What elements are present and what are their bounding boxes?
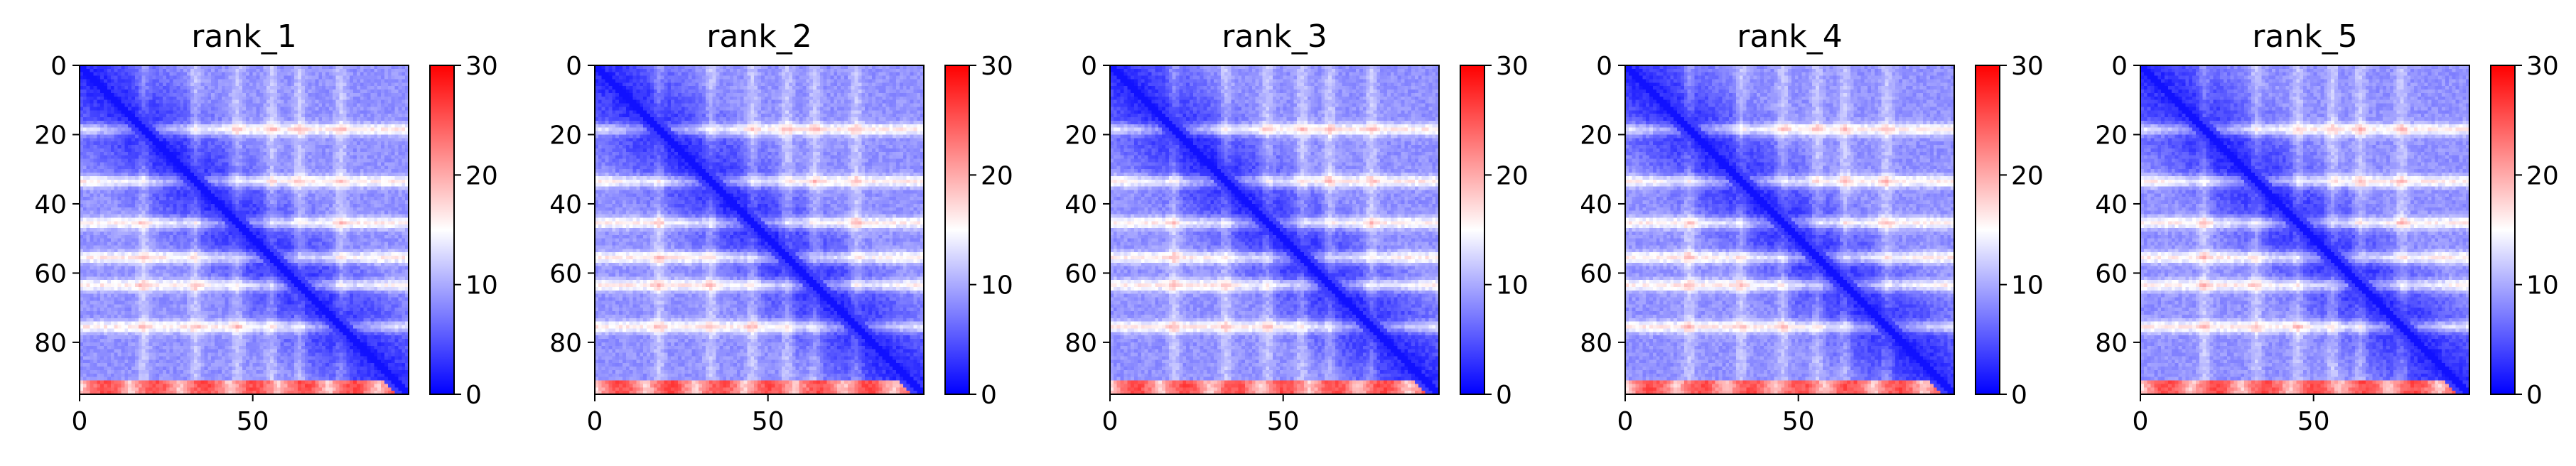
y-tick-label: 60 [1065,259,1097,288]
y-tick-label: 20 [1580,121,1612,150]
y-tick-label: 40 [2095,190,2128,220]
y-tick-label: 40 [1580,190,1612,220]
y-tick-label: 0 [1596,52,1612,81]
colorbar-tick-label: 0 [981,381,997,410]
y-tick-label: 20 [2095,121,2128,150]
colorbar-tick-label: 30 [981,52,1013,81]
heatmap-chart-4: rank_4 0 50 0 20 40 60 80 0 10 20 30 [1580,18,2044,436]
heatmap-panel-1: rank_1 0 50 0 20 40 60 80 0 10 20 30 [0,0,515,466]
heatmap-chart-3: rank_3 0 50 0 20 40 60 80 0 10 20 30 [1065,18,1529,436]
colorbar-tick-label: 30 [465,52,498,81]
x-tick-label: 50 [237,407,269,436]
colorbar-tick-label: 20 [981,161,1013,190]
colorbar [1460,65,1485,395]
x-tick-label: 50 [2297,407,2330,436]
colorbar-tick-label: 0 [2011,381,2027,410]
colorbar [429,65,455,395]
colorbar-tick-label: 20 [465,161,498,190]
colorbar-tick-label: 30 [1496,52,1529,81]
colorbar-tick-label: 30 [2526,52,2559,81]
y-tick-label: 0 [50,52,67,81]
colorbar-tick-label: 20 [2526,161,2559,190]
chart-title: rank_1 [191,18,296,55]
heatmap-image [1625,65,1954,394]
colorbar-tick-label: 10 [2526,271,2559,300]
y-tick-label: 0 [566,52,582,81]
chart-title: rank_3 [1222,18,1327,55]
x-tick-label: 0 [72,407,88,436]
heatmap-image [80,65,409,394]
x-tick-label: 0 [1102,407,1119,436]
y-tick-label: 60 [34,259,67,288]
x-tick-label: 50 [752,407,785,436]
heatmap-image [2140,65,2469,394]
colorbar-tick-label: 0 [1496,381,1512,410]
heatmap-chart-1: rank_1 0 50 0 20 40 60 80 0 10 20 30 [34,18,498,436]
y-tick-label: 0 [1081,52,1097,81]
heatmap-frame [1624,65,1955,395]
x-tick-label: 0 [587,407,603,436]
y-tick-label: 80 [1065,329,1097,358]
colorbar-tick-label: 10 [465,271,498,300]
colorbar-tick-label: 0 [465,381,482,410]
x-tick-label: 0 [2133,407,2149,436]
heatmap-image [1110,65,1439,394]
colorbar-tick-label: 10 [981,271,1013,300]
colorbar-tick-label: 20 [2011,161,2044,190]
colorbar [1975,65,2000,395]
colorbar-tick-label: 0 [2526,381,2543,410]
y-tick-label: 40 [1065,190,1097,220]
y-tick-label: 40 [549,190,582,220]
x-tick-label: 0 [1617,407,1634,436]
chart-title: rank_2 [706,18,812,55]
colorbar [944,65,970,395]
y-tick-label: 60 [2095,259,2128,288]
heatmap-panel-2: rank_2 0 50 0 20 40 60 80 0 10 20 30 [515,0,1030,466]
heatmap-chart-5: rank_5 0 50 0 20 40 60 80 0 10 20 30 [2095,18,2559,436]
y-tick-label: 80 [34,329,67,358]
colorbar-tick-label: 30 [2011,52,2044,81]
chart-title: rank_4 [1737,18,1842,55]
x-tick-label: 50 [1267,407,1300,436]
y-tick-label: 80 [549,329,582,358]
heatmap-frame [1109,65,1440,395]
heatmap-frame [594,65,925,395]
colorbar-tick-label: 10 [2011,271,2044,300]
colorbar-tick-label: 20 [1496,161,1529,190]
heatmap-panel-4: rank_4 0 50 0 20 40 60 80 0 10 20 30 [1546,0,2061,466]
y-tick-label: 20 [1065,121,1097,150]
colorbar [2490,65,2516,395]
heatmap-panel-3: rank_3 0 50 0 20 40 60 80 0 10 20 30 [1030,0,1546,466]
y-tick-label: 20 [34,121,67,150]
y-tick-label: 80 [2095,329,2128,358]
x-tick-label: 50 [1782,407,1815,436]
colorbar-tick-label: 10 [1496,271,1529,300]
y-tick-label: 0 [2111,52,2128,81]
heatmap-panel-5: rank_5 0 50 0 20 40 60 80 0 10 20 30 [2061,0,2576,466]
y-tick-label: 80 [1580,329,1612,358]
chart-title: rank_5 [2252,18,2357,55]
y-tick-label: 20 [549,121,582,150]
y-tick-label: 60 [549,259,582,288]
heatmap-image [595,65,924,394]
heatmap-frame [79,65,409,395]
heatmap-chart-2: rank_2 0 50 0 20 40 60 80 0 10 20 30 [549,18,1013,436]
heatmap-frame [2140,65,2470,395]
y-tick-label: 60 [1580,259,1612,288]
y-tick-label: 40 [34,190,67,220]
